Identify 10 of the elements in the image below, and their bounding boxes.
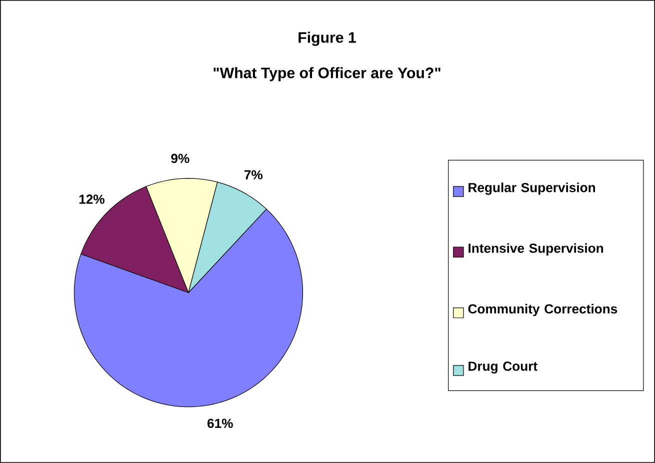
data-label: 61%	[207, 418, 233, 428]
legend-label: Drug Court	[468, 362, 538, 374]
data-label: 9%	[171, 154, 190, 164]
chart-subtitle: "What Type of Officer are You?"	[214, 67, 440, 82]
data-label: 12%	[79, 194, 104, 204]
data-label: 7%	[244, 170, 263, 180]
chart-title: Figure 1	[298, 32, 356, 46]
legend-label: Community Corrections	[468, 304, 618, 316]
legend-label: Regular Supervision	[468, 182, 595, 195]
legend-label: Intensive Supervision	[468, 243, 604, 256]
